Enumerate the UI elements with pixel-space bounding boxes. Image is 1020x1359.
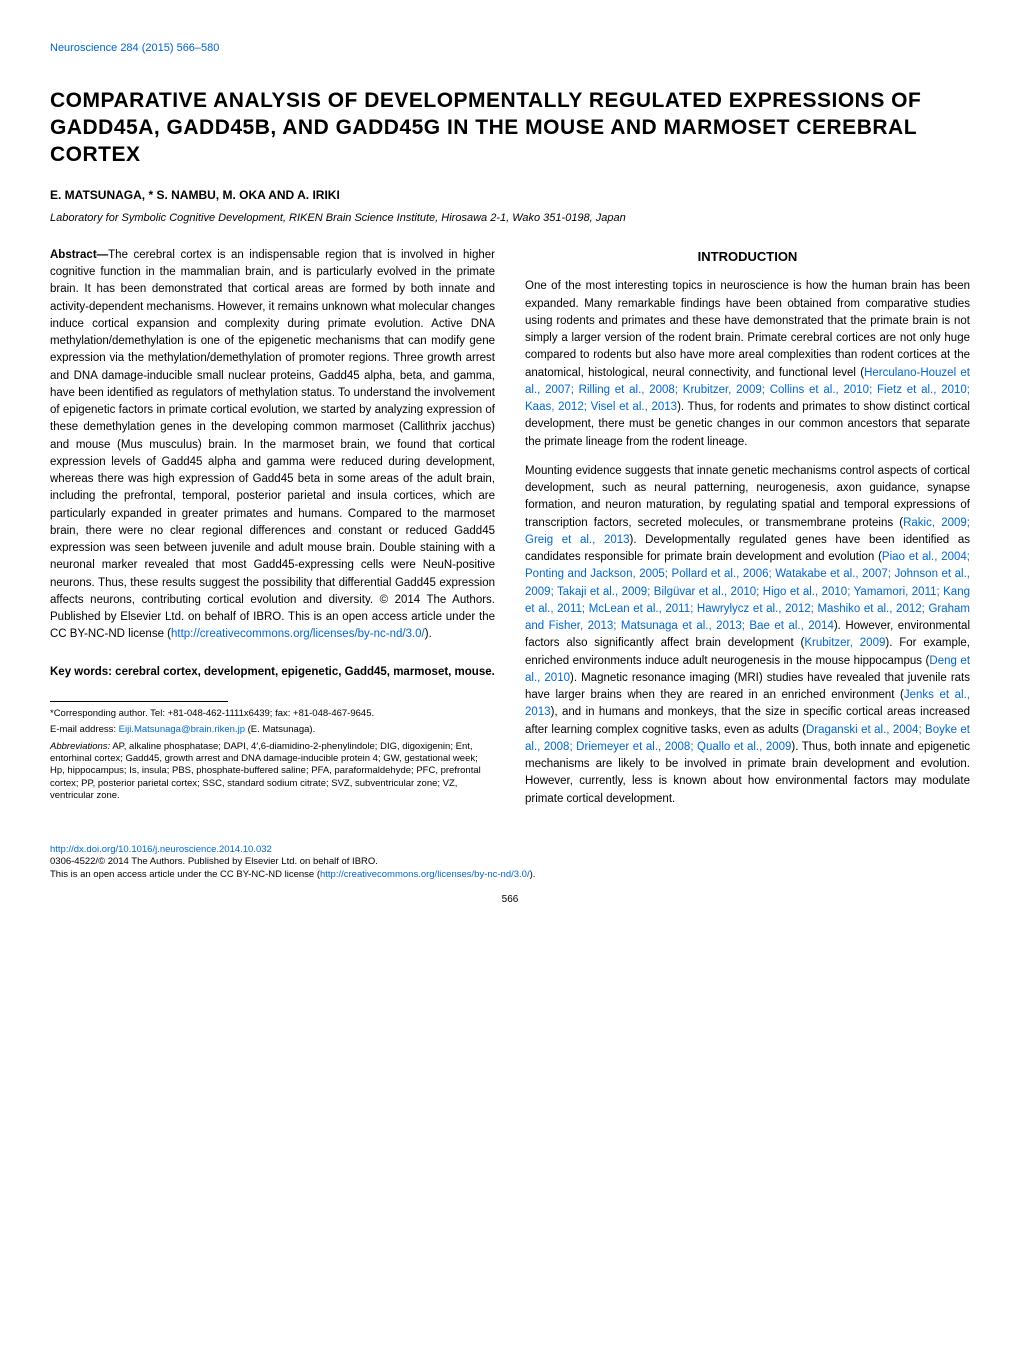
abbreviations: Abbreviations: AP, alkaline phosphatase;… (50, 741, 495, 803)
email-link[interactable]: Eiji.Matsunaga@brain.riken.jp (119, 724, 245, 735)
footer: http://dx.doi.org/10.1016/j.neuroscience… (50, 844, 970, 906)
introduction-heading: INTRODUCTION (525, 247, 970, 267)
authors: E. MATSUNAGA, * S. NAMBU, M. OKA AND A. … (50, 186, 970, 204)
corresponding-author: *Corresponding author. Tel: +81-048-462-… (50, 708, 495, 720)
page-number: 566 (50, 893, 970, 906)
abstract-text: The cerebral cortex is an indispensable … (50, 249, 495, 641)
abbreviations-label: Abbreviations: (50, 741, 110, 752)
keywords: Key words: cerebral cortex, development,… (50, 664, 495, 681)
abstract-label: Abstract— (50, 249, 108, 261)
right-column: INTRODUCTION One of the most interesting… (525, 247, 970, 820)
left-column: Abstract—The cerebral cortex is an indis… (50, 247, 495, 820)
email-prefix: E-mail address: (50, 724, 119, 735)
doi-link[interactable]: http://dx.doi.org/10.1016/j.neuroscience… (50, 844, 272, 855)
abstract: Abstract—The cerebral cortex is an indis… (50, 247, 495, 644)
email-line: E-mail address: Eiji.Matsunaga@brain.rik… (50, 724, 495, 736)
p2ref3[interactable]: Krubitzer, 2009 (804, 637, 885, 649)
copyright: 0306-4522/© 2014 The Authors. Published … (50, 856, 970, 868)
intro-para-2: Mounting evidence suggests that innate g… (525, 463, 970, 808)
abstract-closing: ). (425, 628, 432, 640)
license-prefix: This is an open access article under the… (50, 869, 320, 880)
content-columns: Abstract—The cerebral cortex is an indis… (50, 247, 970, 820)
abbreviations-text: AP, alkaline phosphatase; DAPI, 4′,6-dia… (50, 741, 481, 801)
intro-para-1: One of the most interesting topics in ne… (525, 278, 970, 451)
abstract-license-link[interactable]: http://creativecommons.org/licenses/by-n… (171, 628, 425, 640)
p1a: One of the most interesting topics in ne… (525, 280, 970, 378)
footer-license-link[interactable]: http://creativecommons.org/licenses/by-n… (320, 869, 530, 880)
footnote-divider (50, 701, 228, 702)
footnotes: *Corresponding author. Tel: +81-048-462-… (50, 708, 495, 802)
email-suffix: (E. Matsunaga). (245, 724, 315, 735)
journal-reference[interactable]: Neuroscience 284 (2015) 566–580 (50, 40, 970, 57)
article-title: COMPARATIVE ANALYSIS OF DEVELOPMENTALLY … (50, 87, 970, 169)
affiliation: Laboratory for Symbolic Cognitive Develo… (50, 210, 970, 227)
license-suffix: ). (530, 869, 536, 880)
license-line: This is an open access article under the… (50, 869, 970, 881)
